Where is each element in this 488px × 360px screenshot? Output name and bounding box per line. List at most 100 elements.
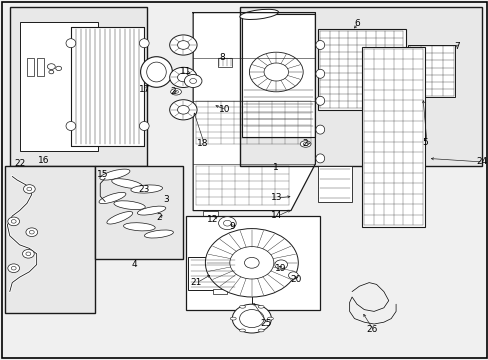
Ellipse shape [239,305,245,308]
Bar [317,166,351,202]
Ellipse shape [123,223,155,231]
Circle shape [169,67,197,87]
Circle shape [274,260,287,269]
Circle shape [8,264,20,273]
Text: 20: 20 [289,274,301,284]
Text: 22: 22 [14,159,25,168]
Circle shape [49,70,54,74]
Circle shape [264,63,288,81]
Text: 18: 18 [197,139,208,148]
Bar [37,58,44,76]
Text: 10: 10 [219,105,230,114]
Bar [95,166,183,259]
Bar [5,166,95,313]
Ellipse shape [240,9,278,19]
Text: 25: 25 [260,320,272,328]
Text: 5: 5 [422,138,427,147]
Ellipse shape [239,329,245,332]
Circle shape [184,75,202,87]
Text: 6: 6 [353,19,359,28]
Circle shape [26,228,38,237]
Circle shape [205,229,298,297]
Text: 21: 21 [189,278,201,287]
Ellipse shape [258,329,264,332]
Ellipse shape [315,96,324,105]
Ellipse shape [300,141,310,147]
Bar [20,22,98,151]
Text: 12: 12 [206,215,218,224]
Text: 24: 24 [475,157,487,166]
Ellipse shape [315,69,324,78]
Ellipse shape [267,317,273,320]
Bar [10,7,146,166]
Text: 14: 14 [270,211,282,220]
Ellipse shape [137,206,165,215]
Ellipse shape [315,154,324,163]
Text: 4: 4 [131,260,137,269]
Ellipse shape [141,57,172,87]
Ellipse shape [99,192,126,204]
Circle shape [249,52,303,92]
Bar [27,58,34,76]
Text: 13: 13 [270,194,282,202]
Circle shape [288,272,298,279]
Ellipse shape [111,179,142,189]
Ellipse shape [144,230,173,238]
Circle shape [56,66,61,71]
Text: 2: 2 [156,213,162,222]
Circle shape [177,41,189,49]
Text: 8: 8 [219,53,225,62]
Bar [317,29,405,110]
Circle shape [169,35,197,55]
Circle shape [8,217,20,226]
Ellipse shape [230,317,236,320]
Circle shape [23,185,35,193]
Circle shape [229,247,273,279]
Circle shape [239,310,264,328]
Ellipse shape [170,89,181,95]
Bar [407,45,454,97]
Text: 3: 3 [163,195,169,204]
Ellipse shape [139,122,149,130]
Circle shape [218,217,236,230]
Ellipse shape [139,39,149,48]
Ellipse shape [131,185,162,193]
Circle shape [177,73,189,82]
Bar [242,14,315,137]
Circle shape [169,100,197,120]
Ellipse shape [100,169,130,180]
Text: 15: 15 [97,170,108,179]
Bar [185,216,320,310]
Ellipse shape [258,305,264,308]
Text: 9: 9 [229,222,235,231]
Circle shape [22,249,34,258]
Ellipse shape [66,39,76,48]
Text: 2: 2 [302,139,308,148]
Bar [239,7,481,166]
Text: 17: 17 [138,85,150,94]
Bar [212,289,227,294]
Text: 23: 23 [138,184,150,194]
Text: 7: 7 [453,42,459,51]
Text: 16: 16 [38,156,50,165]
Ellipse shape [315,40,324,49]
Text: 26: 26 [365,325,377,334]
Ellipse shape [315,125,324,134]
Text: 1: 1 [273,163,279,172]
Bar [203,211,217,220]
Bar [361,47,425,227]
Bar [188,257,237,290]
Bar [71,27,144,146]
Bar [217,58,232,67]
Text: 19: 19 [275,264,286,273]
Circle shape [47,64,55,69]
Text: 2: 2 [170,87,176,96]
Text: 11: 11 [180,68,191,77]
Circle shape [177,105,189,114]
Ellipse shape [107,212,132,224]
Circle shape [232,304,271,333]
Ellipse shape [114,201,145,210]
Ellipse shape [146,62,166,82]
Polygon shape [193,13,315,211]
Ellipse shape [66,122,76,130]
